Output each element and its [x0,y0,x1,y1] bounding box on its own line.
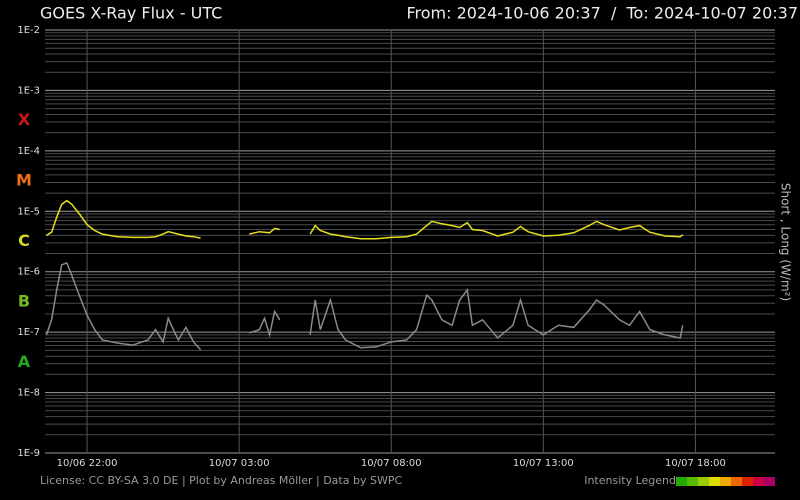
intensity-swatch [687,477,698,486]
y-tick-label: 1E-4 [17,146,40,157]
flare-class-label: C [18,231,30,250]
intensity-swatch [720,477,731,486]
chart-title: GOES X-Ray Flux - UTC [40,4,222,23]
flare-class-label: M [16,171,32,190]
x-tick-label: 10/07 03:00 [209,458,270,469]
intensity-legend-label: Intensity Legend [584,474,676,487]
y-tick-label: 1E-5 [17,206,40,217]
intensity-swatch [709,477,720,486]
y-tick-label: 1E-2 [17,25,40,36]
intensity-swatch [764,477,775,486]
y-tick-label: 1E-7 [17,327,40,338]
intensity-swatch [731,477,742,486]
x-tick-label: 10/06 22:00 [57,458,118,469]
y-axis-label: Short , Long (W/m²) [779,183,793,301]
flux-line [45,261,202,351]
intensity-swatch [676,477,687,486]
footer: License: CC BY-SA 3.0 DE | Plot by Andre… [40,474,402,487]
x-tick-label: 10/07 13:00 [513,458,574,469]
y-tick-label: 1E-6 [17,267,40,278]
flux-line [249,309,281,338]
y-tick-label: 1E-8 [17,388,40,399]
flare-class-label: A [18,352,31,371]
flux-line [309,288,684,349]
y-tick-label: 1E-9 [17,448,40,459]
y-tick-label: 1E-3 [17,85,40,96]
x-tick-label: 10/07 08:00 [361,458,422,469]
intensity-swatch [753,477,764,486]
flux-line [46,199,201,239]
x-tick-label: 10/07 18:00 [665,458,726,469]
time-range: From: 2024-10-06 20:37 / To: 2024-10-07 … [406,4,798,23]
flare-class-label: B [18,291,30,310]
intensity-swatch [698,477,709,486]
flare-class-label: X [18,110,31,129]
flux-line [309,220,684,240]
flux-line [249,227,280,235]
intensity-swatch [742,477,753,486]
